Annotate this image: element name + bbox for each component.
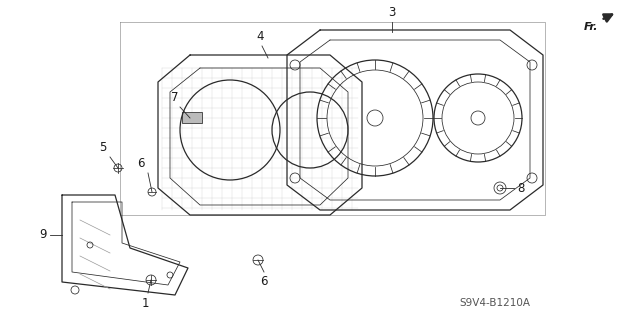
Text: 6: 6 <box>260 275 268 288</box>
Text: 4: 4 <box>256 30 264 43</box>
Text: 3: 3 <box>388 6 396 19</box>
Text: 1: 1 <box>141 297 148 310</box>
Text: Fr.: Fr. <box>584 22 598 32</box>
Bar <box>182 112 202 123</box>
Text: 8: 8 <box>517 182 524 195</box>
Text: S9V4-B1210A: S9V4-B1210A <box>459 298 530 308</box>
Text: 7: 7 <box>170 91 178 104</box>
Text: 9: 9 <box>40 228 47 241</box>
Text: 6: 6 <box>138 157 145 170</box>
Text: 5: 5 <box>100 141 107 154</box>
